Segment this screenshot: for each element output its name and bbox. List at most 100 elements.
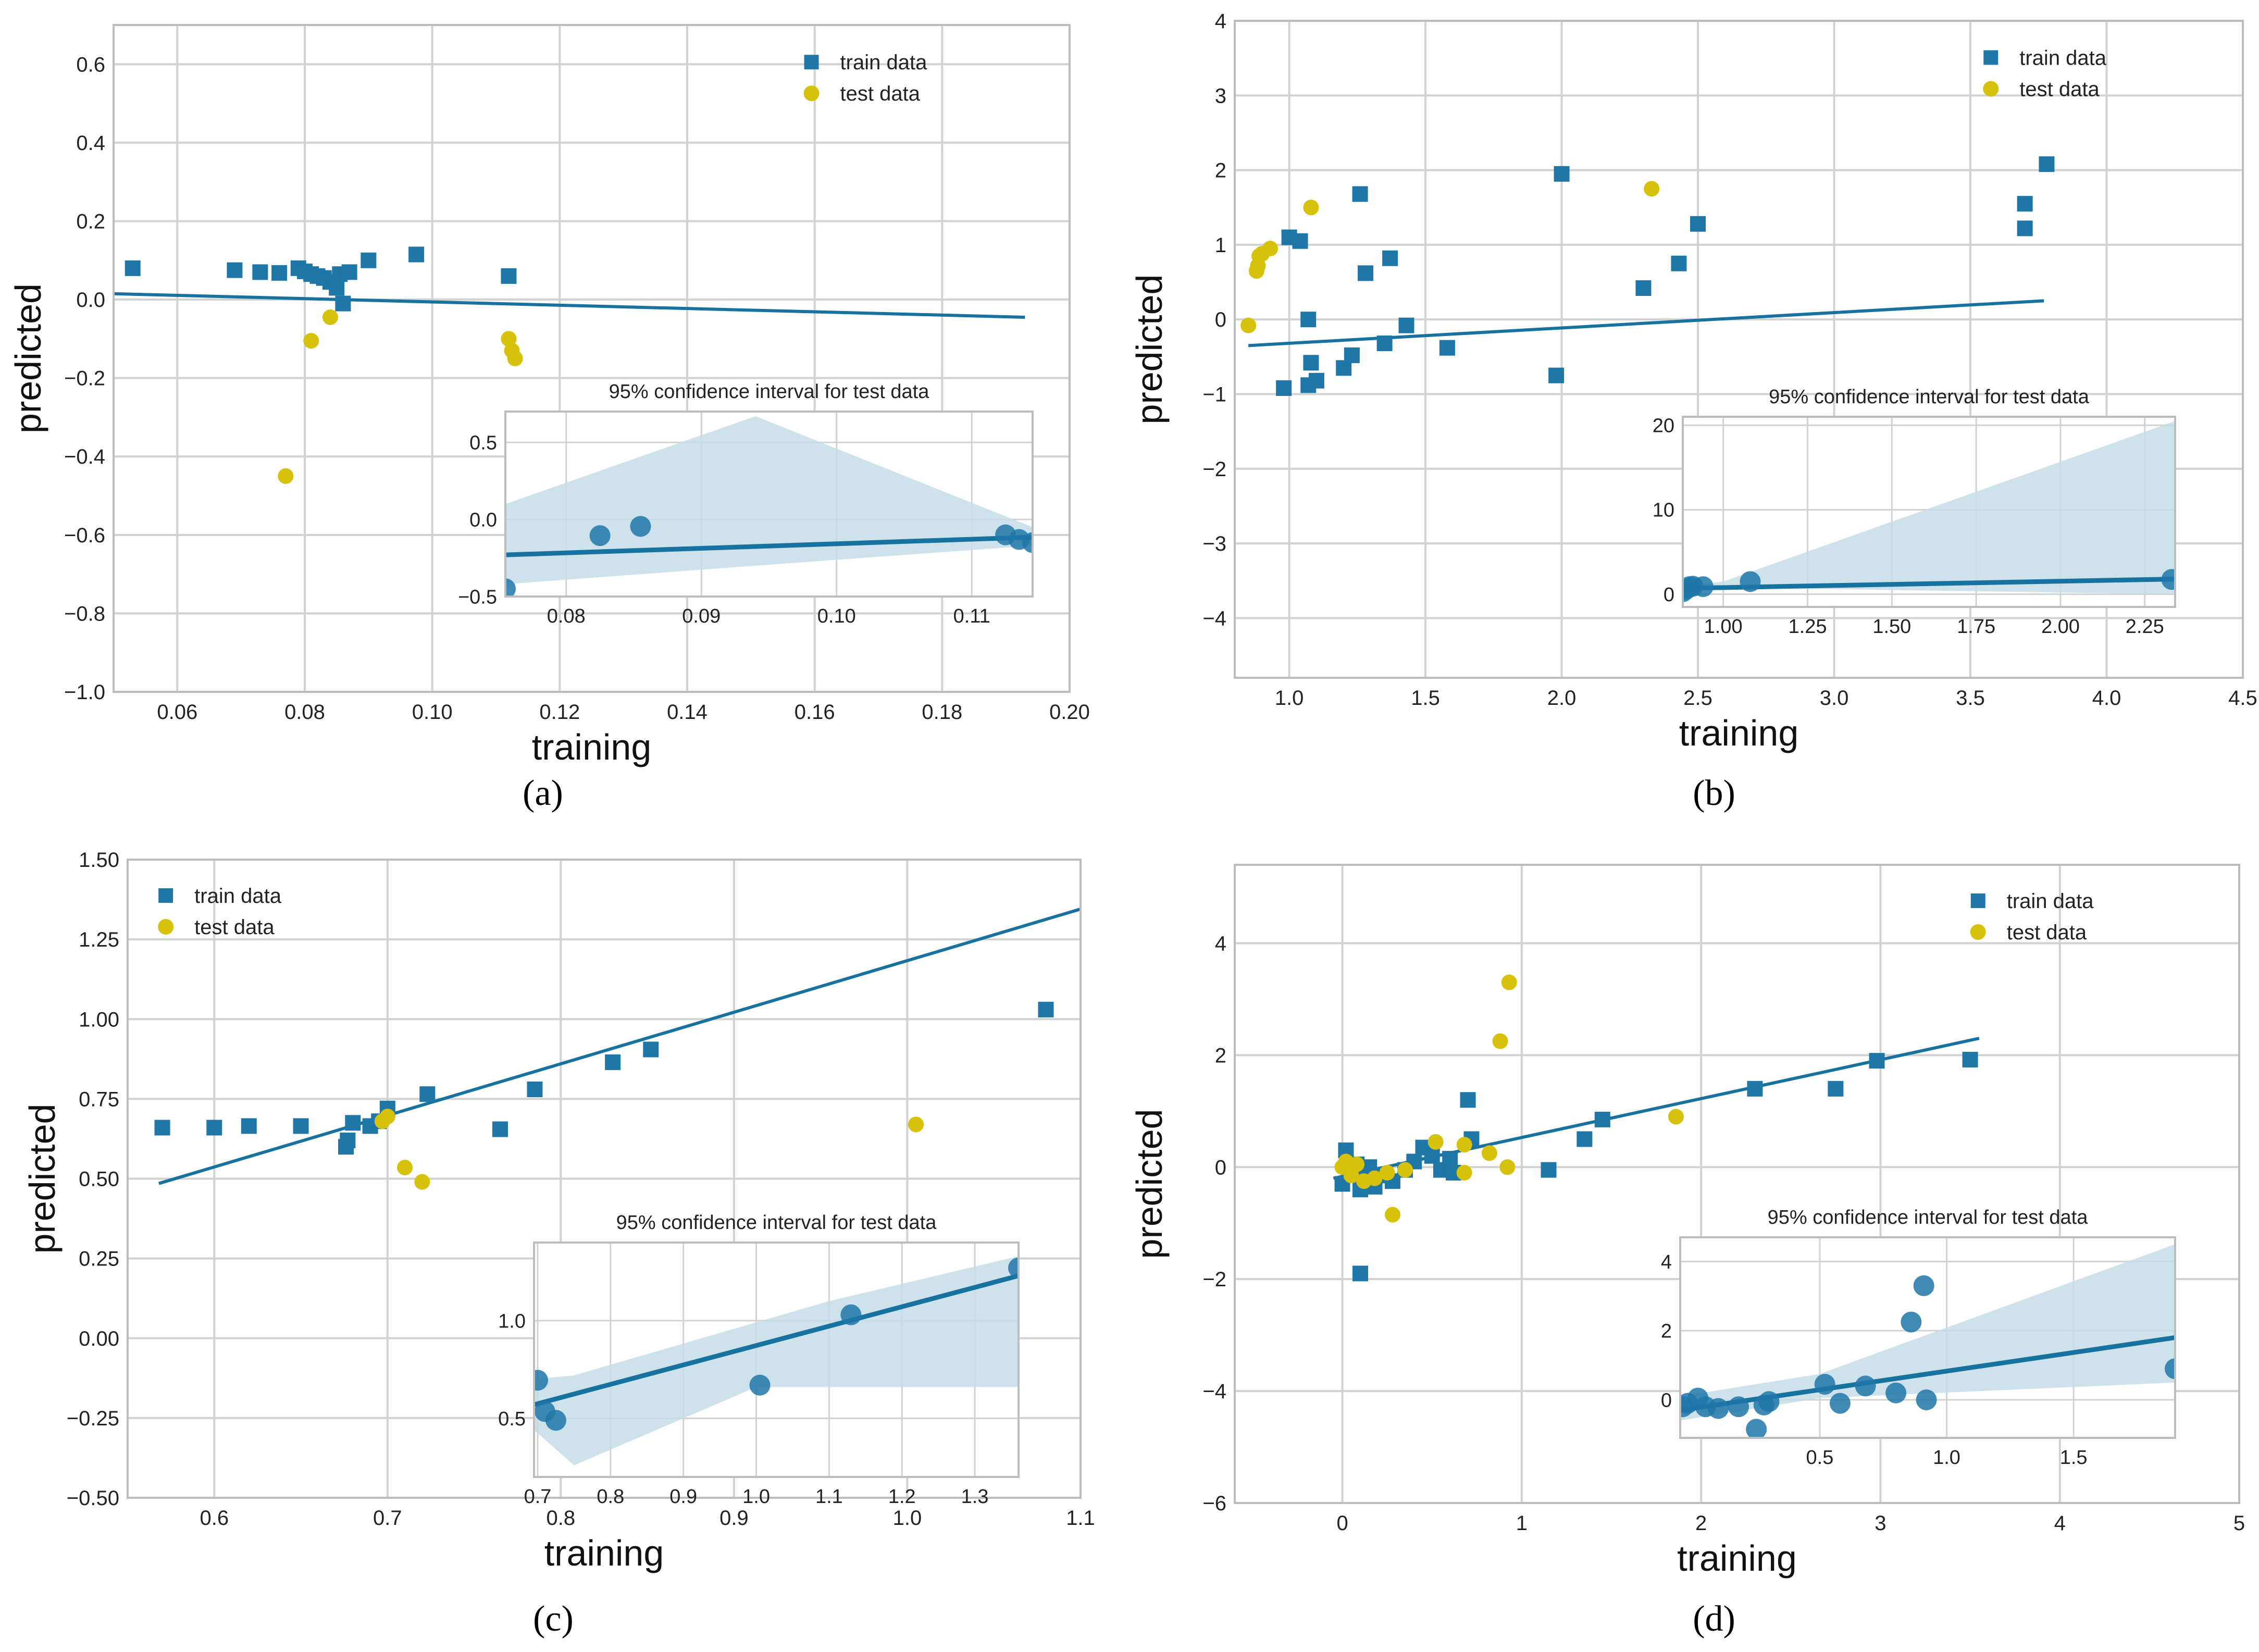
train-point: [527, 1082, 543, 1097]
test-point: [1481, 1145, 1497, 1161]
test-point: [1692, 576, 1714, 598]
x-tick-label: 1: [1516, 1512, 1528, 1535]
test-point: [1008, 1257, 1019, 1278]
y-tick-label: 2: [1215, 159, 1226, 182]
train-point: [1344, 347, 1360, 363]
x-tick-label: 2: [1695, 1512, 1707, 1535]
train-point: [1292, 233, 1308, 249]
test-point: [1456, 1137, 1472, 1153]
x-tick-label: 0.10: [412, 701, 453, 724]
y-tick-label: 0.5: [498, 1408, 526, 1430]
test-point: [534, 1370, 548, 1391]
test-point: [1428, 1134, 1444, 1150]
legend-label: test data: [194, 916, 275, 939]
train-point: [1308, 372, 1324, 389]
test-point: [1814, 1374, 1835, 1395]
train-point: [340, 1133, 356, 1148]
panel-label: (d): [1693, 1599, 1735, 1639]
test-point: [1855, 1375, 1876, 1397]
legend-label: test data: [2019, 78, 2100, 101]
plot-frame: [1679, 1236, 2176, 1439]
x-tick-label: 2.5: [1683, 687, 1712, 710]
train-point: [1276, 380, 1292, 396]
train-point: [1541, 1162, 1557, 1178]
x-axis-title: training: [1679, 713, 1799, 753]
y-tick-label: 0: [1215, 308, 1226, 331]
y-tick-label: 4: [1215, 10, 1226, 33]
inset-title: 95% confidence interval for test data: [1768, 1207, 2089, 1228]
test-point: [1916, 1389, 1937, 1410]
legend-marker-train: [1983, 50, 1999, 65]
marks: [505, 416, 1033, 597]
train-point: [2039, 156, 2055, 172]
inset-plot-b: 1.00 1.25 1.50 1.75 2.00 2.25 0 10 20 95% confide…: [1653, 386, 2176, 638]
plot-frame: [533, 1241, 1020, 1478]
y-tick-label: 0.0: [469, 509, 497, 531]
x-tick-label: 1.5: [2060, 1447, 2088, 1469]
panel-label: (a): [523, 773, 563, 813]
test-point: [1262, 241, 1278, 257]
test-point: [1499, 1159, 1516, 1175]
x-tick-label: 1.5: [1411, 687, 1440, 710]
x-axis-title: training: [1677, 1538, 1797, 1579]
x-tick-label: 0.20: [1049, 701, 1090, 724]
marks: [1333, 974, 1980, 1282]
y-tick-label: −0.5: [458, 586, 497, 608]
train-point: [361, 252, 377, 268]
marks: [1680, 1244, 2175, 1438]
y-tick-label: 0: [1664, 584, 1674, 606]
train-point: [329, 280, 345, 296]
test-point: [505, 578, 516, 597]
y-axis-title: predicted: [1129, 1109, 1170, 1259]
x-tick-label: 0.16: [795, 701, 835, 724]
plot-frame: [1234, 864, 2240, 1504]
marks: [1240, 156, 2055, 396]
panel-label: (c): [533, 1599, 574, 1639]
x-tick-label: 1.1: [1066, 1507, 1095, 1530]
legend-marker-test: [1983, 81, 1999, 97]
x-tick-label: 0.08: [284, 701, 325, 724]
train-point: [271, 265, 288, 281]
y-tick-label: 4: [1661, 1251, 1672, 1273]
x-tick-label: 0: [1336, 1512, 1348, 1535]
x-tick-label: 0.12: [539, 701, 580, 724]
y-tick-label: 0.50: [79, 1168, 119, 1191]
x-tick-label: 1.25: [1789, 616, 1827, 638]
x-tick-label: 0.08: [547, 605, 586, 627]
plot-frame: [1682, 416, 2176, 608]
train-point: [1442, 1151, 1458, 1167]
marks: [534, 1256, 1019, 1465]
test-point: [1740, 571, 1761, 592]
test-point: [630, 516, 651, 537]
y-tick-label: −4: [1202, 607, 1226, 630]
y-tick-label: 20: [1653, 415, 1674, 437]
train-point: [1460, 1092, 1476, 1108]
x-tick-label: 1.0: [893, 1507, 922, 1530]
train-point: [227, 262, 243, 278]
test-point: [1367, 1170, 1383, 1186]
inset-title: 95% confidence interval for test data: [1769, 386, 2090, 408]
train-point: [1300, 312, 1317, 328]
x-tick-label: 1.75: [1957, 616, 1995, 638]
test-point: [507, 351, 523, 366]
legend-label: train data: [2019, 46, 2107, 69]
x-axis-title: training: [544, 1533, 664, 1573]
x-tick-label: 0.5: [1806, 1447, 1834, 1469]
x-tick-label: 0.8: [547, 1507, 576, 1530]
train-point: [1554, 166, 1570, 182]
confidence-band: [1683, 421, 2175, 594]
test-point: [1492, 1033, 1508, 1049]
legend-marker-train: [804, 55, 819, 70]
test-point: [379, 1109, 395, 1125]
legend-label: train data: [194, 885, 282, 908]
y-tick-label: −1: [1202, 383, 1226, 406]
y-tick-label: 2: [1661, 1321, 1672, 1343]
test-point: [749, 1374, 771, 1396]
train-point: [1594, 1111, 1610, 1127]
test-point: [1379, 1165, 1395, 1181]
x-tick-label: 2.0: [1547, 687, 1577, 710]
y-tick-label: 0: [1661, 1389, 1672, 1411]
plot-frame: [127, 859, 1082, 1499]
y-tick-label: −6: [1202, 1492, 1226, 1515]
